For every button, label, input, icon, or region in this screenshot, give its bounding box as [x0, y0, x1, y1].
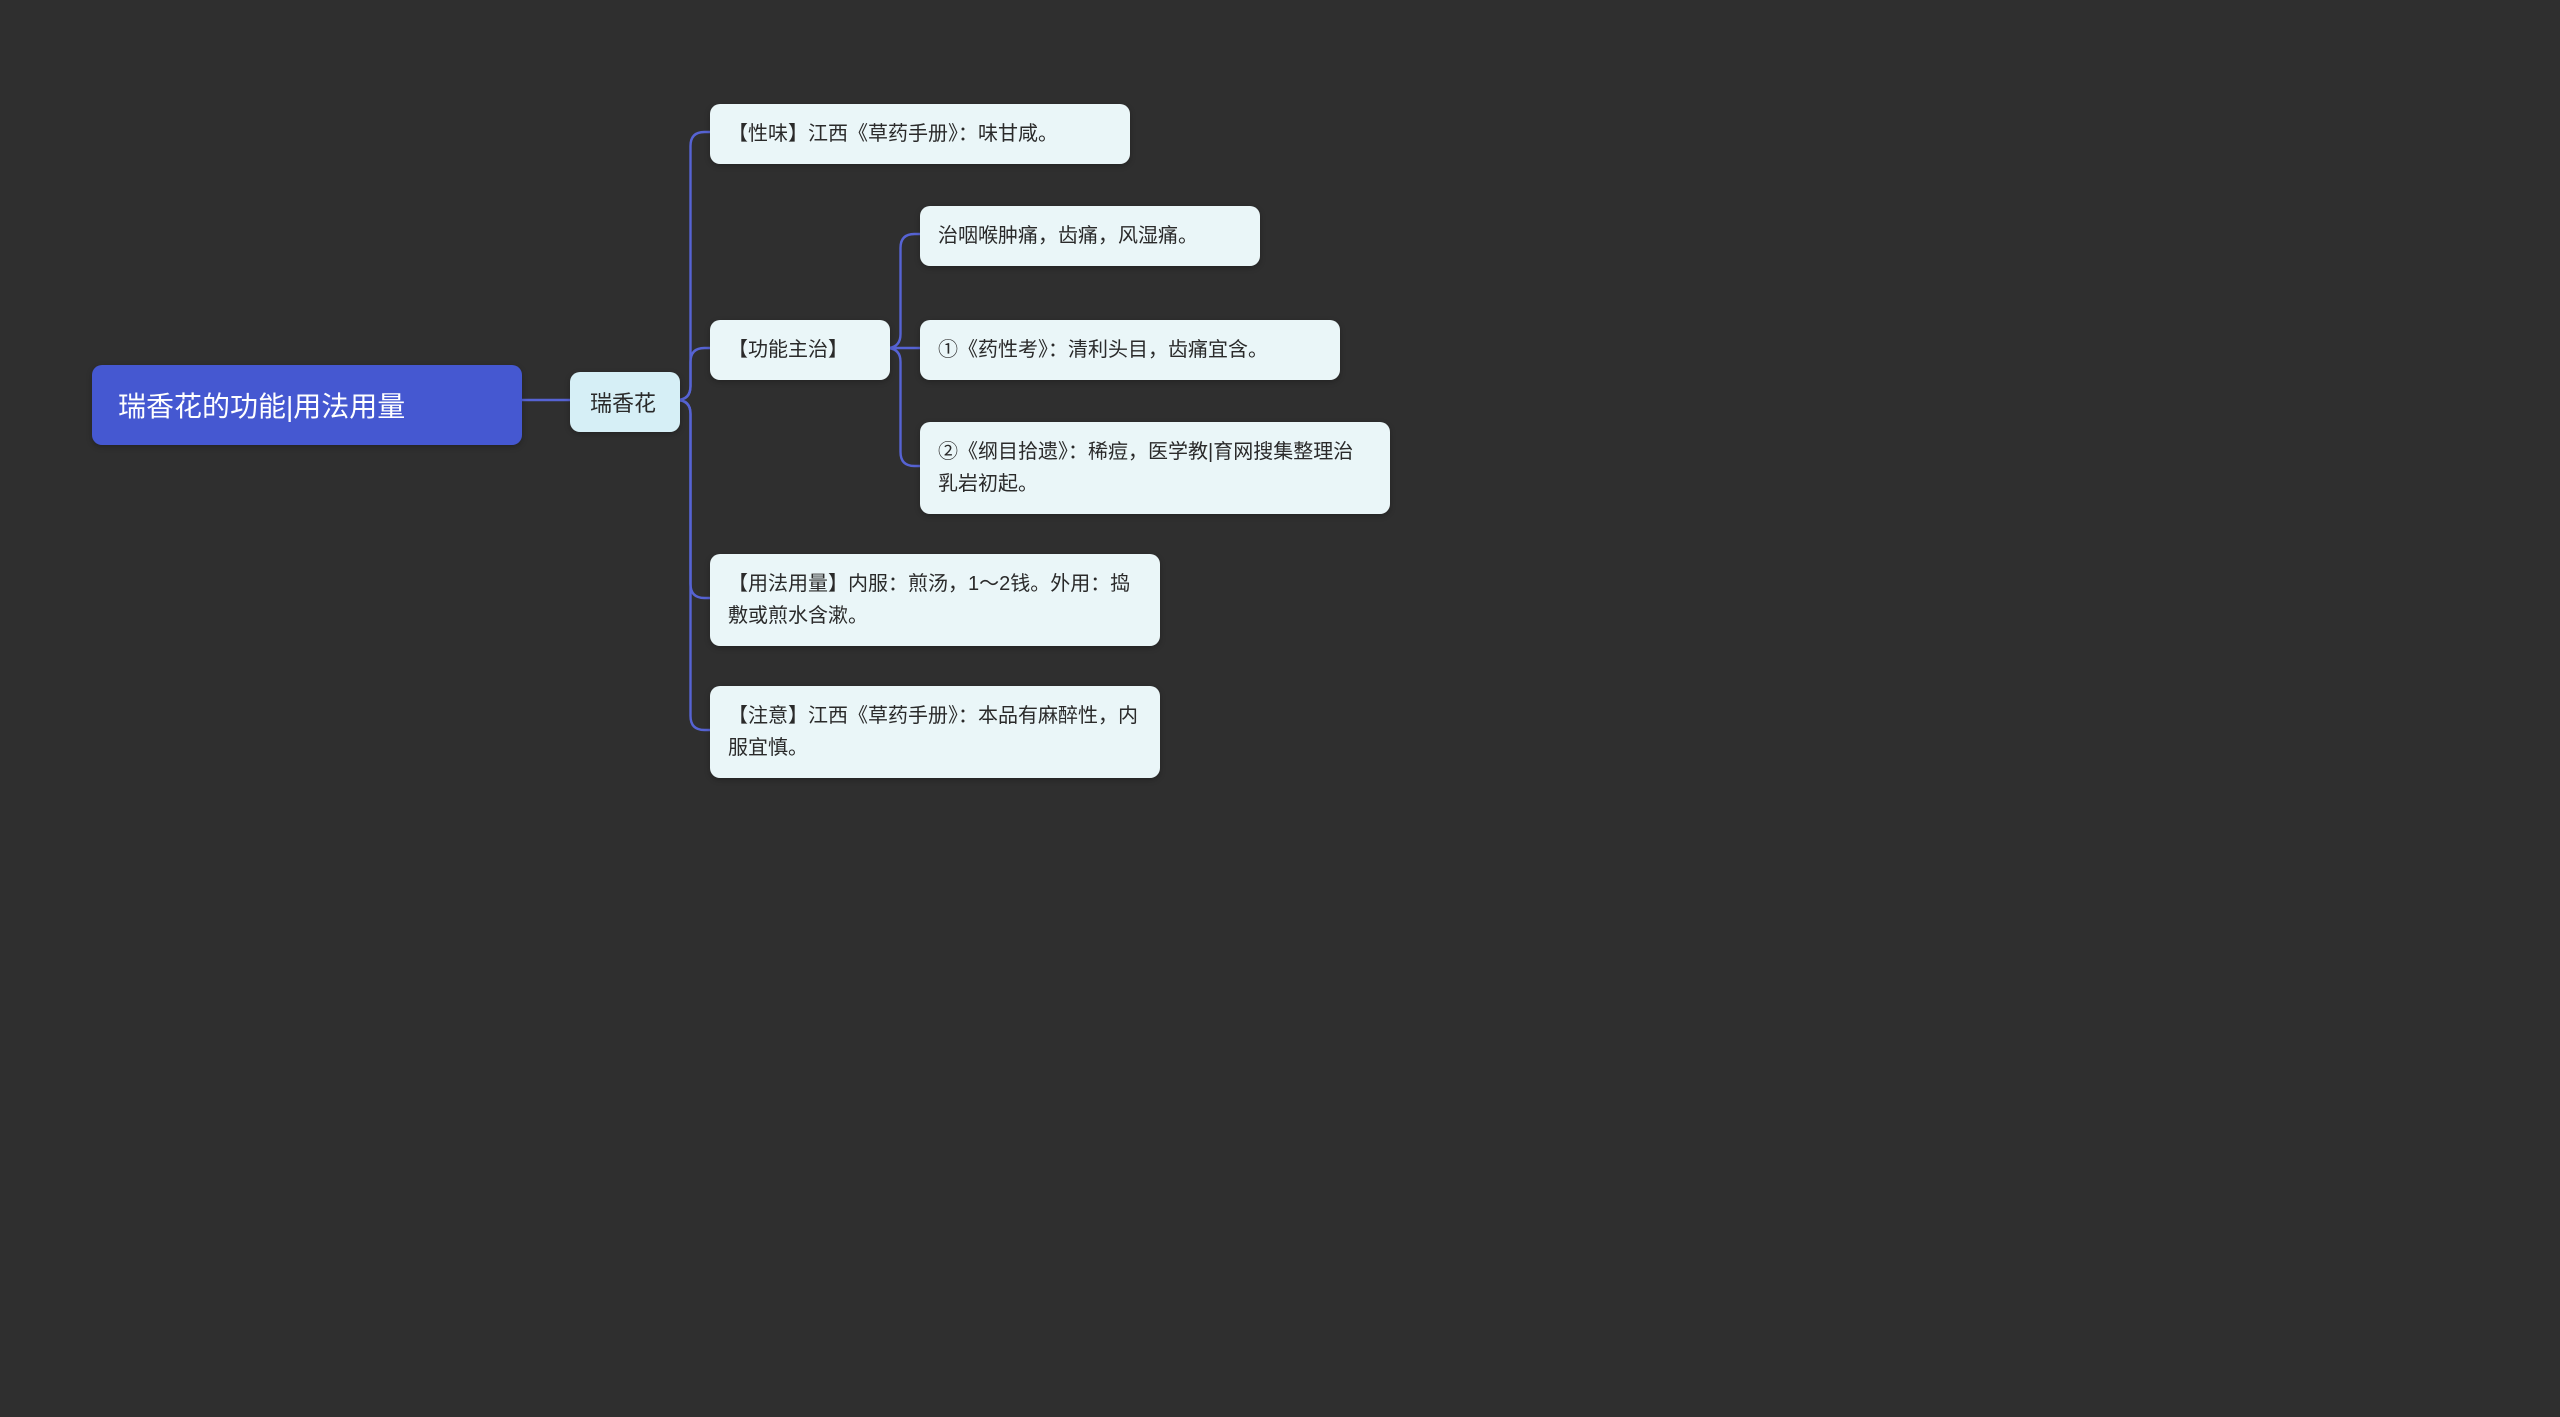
branch-taste: 【性味】江西《草药手册》：味甘咸。 [710, 104, 1130, 164]
branch-note-label: 【注意】江西《草药手册》：本品有麻醉性，内服宜慎。 [728, 700, 1142, 764]
root-node: 瑞香花的功能|用法用量 [92, 365, 522, 445]
branch-usage: 【用法用量】内服：煎汤，1～2钱。外用：捣敷或煎水含漱。 [710, 554, 1160, 646]
leaf-f3: ②《纲目拾遗》：稀痘，医学教|育网搜集整理治乳岩初起。 [920, 422, 1390, 514]
branch-function-label: 【功能主治】 [728, 334, 848, 366]
branch-taste-label: 【性味】江西《草药手册》：味甘咸。 [728, 118, 1058, 150]
branch-usage-label: 【用法用量】内服：煎汤，1～2钱。外用：捣敷或煎水含漱。 [728, 568, 1142, 632]
leaf-f2-label: ①《药性考》：清利头目，齿痛宜含。 [938, 334, 1268, 366]
branch-note: 【注意】江西《草药手册》：本品有麻醉性，内服宜慎。 [710, 686, 1160, 778]
leaf-f2: ①《药性考》：清利头目，齿痛宜含。 [920, 320, 1340, 380]
branch-function: 【功能主治】 [710, 320, 890, 380]
leaf-f1: 治咽喉肿痛，齿痛，风湿痛。 [920, 206, 1260, 266]
leaf-f3-label: ②《纲目拾遗》：稀痘，医学教|育网搜集整理治乳岩初起。 [938, 436, 1372, 500]
level1-label: 瑞香花 [590, 386, 656, 418]
level1-node: 瑞香花 [570, 372, 680, 432]
mindmap-canvas: 瑞香花的功能|用法用量 瑞香花 【性味】江西《草药手册》：味甘咸。 【功能主治】… [0, 0, 1519, 810]
root-label: 瑞香花的功能|用法用量 [118, 385, 405, 425]
leaf-f1-label: 治咽喉肿痛，齿痛，风湿痛。 [938, 220, 1198, 252]
